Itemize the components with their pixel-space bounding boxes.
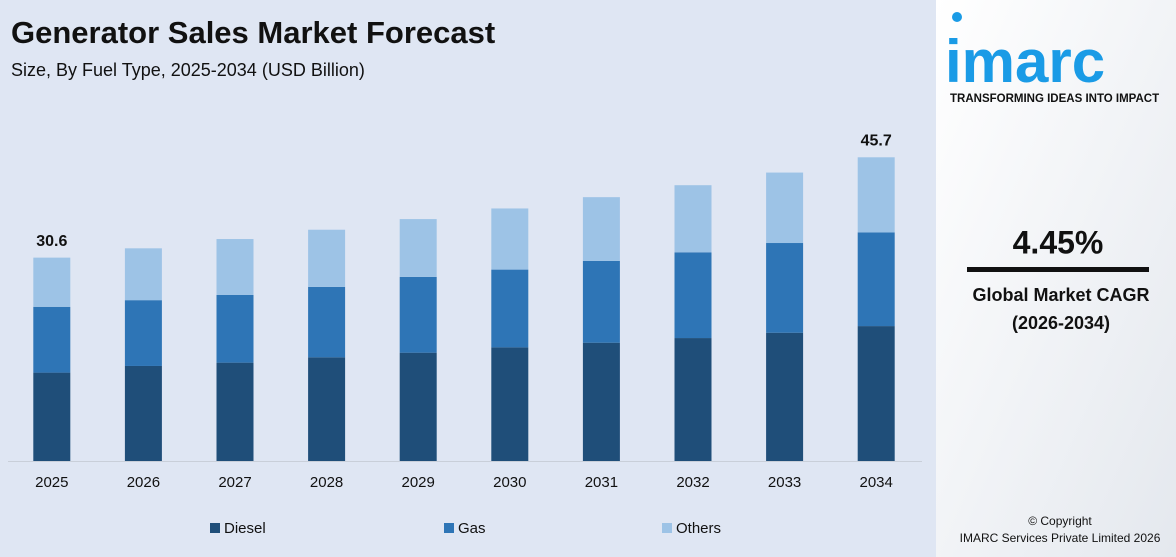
bar-segment xyxy=(857,157,895,233)
bar-segment xyxy=(674,185,712,253)
bar-segment xyxy=(308,357,346,461)
bar-segment xyxy=(491,269,529,348)
bar-segment xyxy=(491,347,529,461)
bar-segment xyxy=(216,362,254,461)
bar-segment xyxy=(491,208,529,270)
legend-label: Others xyxy=(676,520,721,537)
legend-swatch xyxy=(662,523,672,533)
bar-segment xyxy=(857,232,895,327)
x-tick-label: 2031 xyxy=(585,474,618,491)
bar-segment xyxy=(124,248,162,301)
copyright: © Copyright xyxy=(1028,514,1092,528)
bar-segment xyxy=(582,197,620,261)
x-tick-label: 2027 xyxy=(218,474,251,491)
x-tick-label: 2034 xyxy=(860,474,893,491)
bar-segment xyxy=(308,229,346,287)
legend-swatch xyxy=(210,523,220,533)
bar-segment xyxy=(33,306,71,373)
x-tick-label: 2026 xyxy=(127,474,160,491)
bar-segment xyxy=(399,276,437,353)
total-label: 45.7 xyxy=(861,133,892,150)
x-tick-label: 2028 xyxy=(310,474,343,491)
bar-segment xyxy=(124,365,162,461)
x-tick-label: 2025 xyxy=(35,474,68,491)
legend-label: Gas xyxy=(458,520,486,537)
brand-logo: imarc xyxy=(945,28,1105,95)
cagr-period: (2026-2034) xyxy=(1012,313,1110,333)
chart-title: Generator Sales Market Forecast xyxy=(11,15,495,50)
bar-segment xyxy=(33,257,71,307)
bar-segment xyxy=(33,372,71,461)
bar-segment xyxy=(766,243,804,333)
bar-segment xyxy=(124,300,162,366)
legend-label: Diesel xyxy=(224,520,266,537)
bar-segment xyxy=(399,352,437,461)
bar-segment xyxy=(308,286,346,358)
cagr-rule xyxy=(967,267,1149,272)
side-panel xyxy=(936,0,1176,557)
bar-segment xyxy=(857,326,895,461)
bar-segment xyxy=(582,342,620,461)
bar-segment xyxy=(674,338,712,461)
total-label: 30.6 xyxy=(36,233,67,250)
bar-segment xyxy=(399,219,437,277)
company: IMARC Services Private Limited 2026 xyxy=(960,531,1161,545)
bar-segment xyxy=(216,239,254,295)
x-tick-label: 2033 xyxy=(768,474,801,491)
bar-segment xyxy=(216,294,254,363)
bar-segment xyxy=(766,172,804,244)
bar-segment xyxy=(766,332,804,461)
bar-segment xyxy=(674,252,712,339)
cagr-value: 4.45% xyxy=(1013,224,1104,260)
brand-tagline: TRANSFORMING IDEAS INTO IMPACT xyxy=(950,93,1159,105)
legend-swatch xyxy=(444,523,454,533)
cagr-label: Global Market CAGR xyxy=(972,285,1149,305)
bar-segment xyxy=(582,260,620,343)
chart-subtitle: Size, By Fuel Type, 2025-2034 (USD Billi… xyxy=(11,60,365,80)
x-tick-label: 2029 xyxy=(402,474,435,491)
x-tick-label: 2032 xyxy=(676,474,709,491)
x-tick-label: 2030 xyxy=(493,474,526,491)
logo-dot xyxy=(952,12,962,22)
